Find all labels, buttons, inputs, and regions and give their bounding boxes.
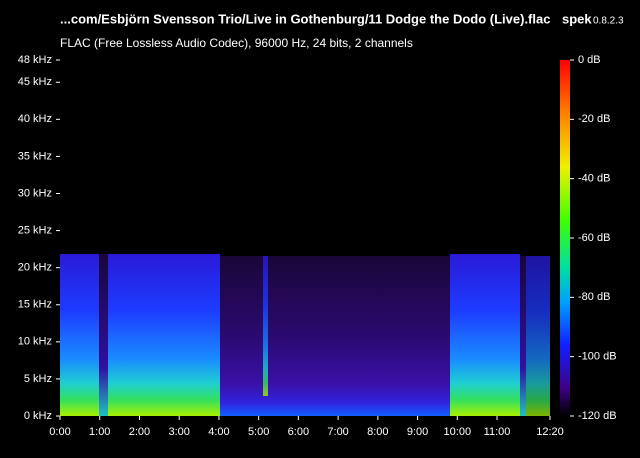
x-tick-label: 7:00 [327,426,348,438]
x-tick-label: 4:00 [208,426,229,438]
y-tick-label: 15 kHz [18,299,52,311]
loud-section [60,254,220,416]
x-tick-label: 0:00 [49,426,70,438]
y-tick-label: 30 kHz [18,187,52,199]
x-tick-label: 11:00 [484,426,511,438]
y-tick-label: 10 kHz [18,336,52,348]
colorbar [560,60,570,416]
x-tick-label: 5:00 [248,426,269,438]
y-tick-label: 5 kHz [24,373,52,385]
subtitle: FLAC (Free Lossless Audio Codec), 96000 … [60,36,413,50]
colorbar-tick-label: -100 dB [578,351,617,363]
app-version: 0.8.2.3 [593,16,624,27]
quiet-gap [99,254,108,416]
x-tick-label: 2:00 [129,426,150,438]
app-name: spek [562,11,592,26]
colorbar-tick-label: -20 dB [578,113,610,125]
title: ...com/Esbjörn Svensson Trio/Live in Got… [60,11,550,26]
colorbar-tick-label: 0 dB [578,54,601,66]
y-tick-label: 20 kHz [18,262,52,274]
y-tick-label: 48 kHz [18,54,52,66]
quiet-gap [520,256,526,416]
spectrogram [60,60,550,416]
x-tick-label: 9:00 [407,426,428,438]
x-tick-label: 3:00 [168,426,189,438]
y-tick-label: 25 kHz [18,224,52,236]
colorbar-tick-label: -40 dB [578,173,610,185]
quiet-section [220,256,451,416]
loud-section [450,254,520,416]
x-tick-label: 12:20 [536,426,564,438]
y-tick-label: 45 kHz [18,76,52,88]
colorbar-tick-label: -120 dB [578,410,617,422]
x-tick-label: 8:00 [367,426,388,438]
loud-section [526,256,550,416]
y-tick-label: 35 kHz [18,150,52,162]
colorbar-tick-label: -60 dB [578,232,610,244]
x-tick-label: 1:00 [89,426,110,438]
y-tick-label: 40 kHz [18,113,52,125]
colorbar-tick-label: -80 dB [578,291,610,303]
x-tick-label: 6:00 [288,426,309,438]
x-tick-label: 10:00 [444,426,472,438]
stripe [263,256,268,396]
y-tick-label: 0 kHz [24,410,52,422]
